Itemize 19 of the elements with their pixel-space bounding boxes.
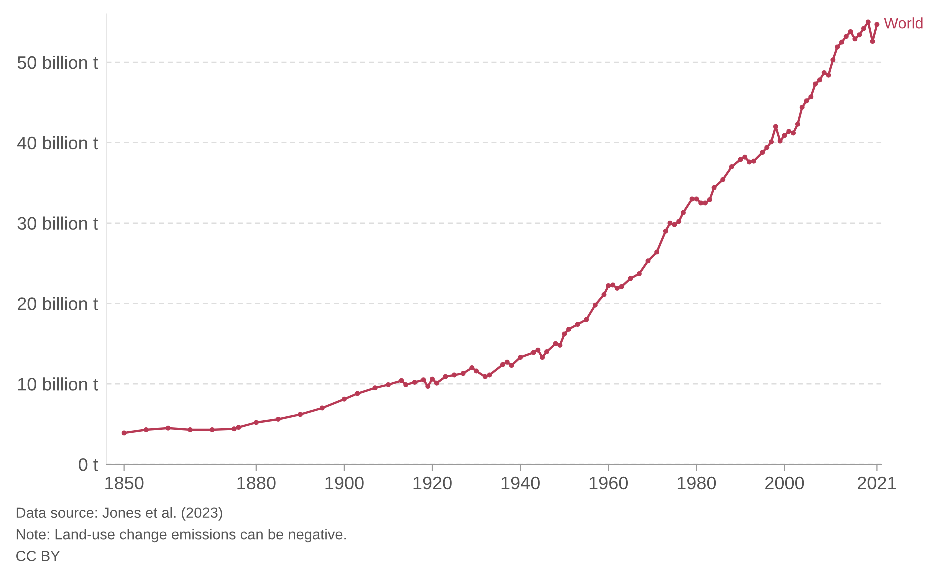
series-label: World <box>884 18 923 29</box>
y-tick-label: 20 billion t <box>18 297 98 310</box>
text: Note: Land-use change emissions can be negative. <box>16 529 346 543</box>
y-tick-label: 10 billion t <box>18 378 98 391</box>
x-tick-label: 1900 <box>326 476 364 490</box>
x-tick-label: 1850 <box>106 476 144 490</box>
y-tick-label: 0 t <box>79 458 98 472</box>
text: CC BY <box>16 551 60 562</box>
x-tick-label: 1920 <box>414 476 452 490</box>
x-tick-label: 2021 <box>858 476 896 490</box>
y-tick-label: 40 billion t <box>18 136 98 150</box>
x-tick-label: 2000 <box>766 476 804 490</box>
source-note: Data source: Jones et al. (2023) <box>16 507 222 521</box>
y-tick-label: 30 billion t <box>18 216 98 230</box>
x-tick-label: 1940 <box>502 476 540 490</box>
x-tick-label: 1880 <box>238 476 276 490</box>
x-tick-label: 1960 <box>590 476 628 490</box>
x-tick-label: 1980 <box>678 476 716 490</box>
y-tick-label: 50 billion t <box>18 56 98 70</box>
